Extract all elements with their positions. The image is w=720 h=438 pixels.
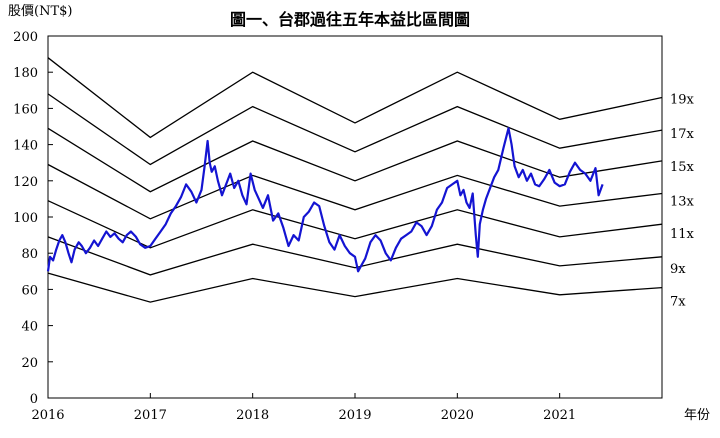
pe-band-9x-line: [47, 236, 663, 276]
x-axis: 2016 2017 2018 2019 2020 2021: [31, 393, 576, 423]
x-tick-label: 2021: [543, 408, 576, 423]
y-tick-label: 80: [21, 247, 38, 262]
pe-band-label: 11x: [670, 227, 695, 242]
pe-band-label: 17x: [670, 127, 695, 142]
pe-band-13x-line: [47, 163, 663, 220]
pe-band-7x-line: [47, 272, 663, 303]
pe-band-labels: 19x 17x 15x 13x 11x 9x 7x: [670, 93, 695, 310]
pe-band-15x-line: [47, 127, 663, 193]
y-tick-label: 100: [13, 211, 38, 226]
x-tick-label: 2020: [441, 408, 474, 423]
plot-frame: [47, 35, 663, 399]
pe-band-label: 9x: [670, 262, 686, 277]
y-axis-label: 股價(NT$): [8, 4, 72, 19]
y-tick-label: 140: [13, 139, 38, 154]
x-tick-label: 2017: [134, 408, 167, 423]
pe-band-17x-line: [47, 93, 663, 166]
x-tick-label: 2019: [338, 408, 371, 423]
y-tick-label: 180: [13, 66, 38, 81]
y-tick-label: 60: [21, 283, 38, 298]
pe-bands: [47, 57, 663, 303]
price-line: [46, 127, 604, 273]
x-axis-label: 年份: [684, 408, 710, 423]
y-tick-label: 200: [13, 30, 38, 45]
price-series: [46, 127, 604, 273]
y-tick-label: 120: [13, 175, 38, 190]
pe-band-11x-line: [47, 200, 663, 249]
y-tick-label: 20: [21, 356, 38, 371]
pe-band-label: 15x: [670, 160, 695, 175]
pe-band-19x-line: [47, 57, 663, 139]
y-tick-label: 40: [21, 320, 38, 335]
pe-band-label: 7x: [670, 295, 686, 310]
x-tick-label: 2016: [31, 408, 64, 423]
x-tick-label: 2018: [236, 408, 269, 423]
pe-band-label: 13x: [670, 195, 695, 210]
pe-band-label: 19x: [670, 93, 695, 108]
y-tick-label: 0: [30, 392, 38, 407]
y-tick-label: 160: [13, 102, 38, 117]
y-axis: 0 20 40 60 80 100 120 140 160 180 200: [13, 30, 53, 407]
chart-title: 圖一、台郡過往五年本益比區間圖: [230, 10, 470, 29]
